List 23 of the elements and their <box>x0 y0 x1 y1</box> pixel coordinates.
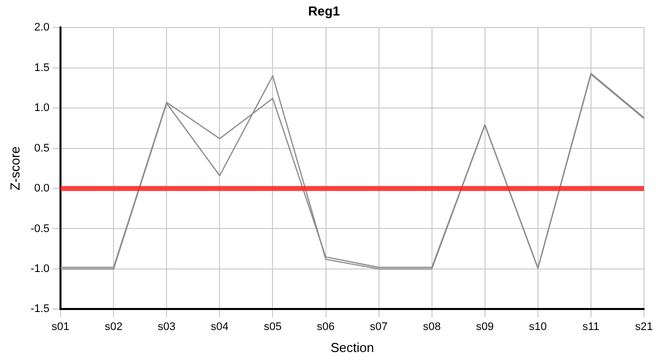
x-tick-label: s07 <box>370 320 388 333</box>
y-tick-label: 0.5 <box>34 142 50 154</box>
y-tick-label: -0.5 <box>30 222 50 235</box>
x-tick-label: s10 <box>529 320 547 333</box>
y-tick-label: 1.0 <box>34 102 50 114</box>
x-tick-label: s03 <box>158 320 176 333</box>
y-tick-label: -1.0 <box>30 263 50 276</box>
x-tick-label: s01 <box>52 320 70 333</box>
x-tick-label: s09 <box>476 320 494 333</box>
x-tick-label: s04 <box>210 320 229 333</box>
y-tick-label: 0.0 <box>34 182 50 195</box>
x-tick-label: s08 <box>422 320 441 333</box>
y-tick-label: -1.5 <box>30 303 50 316</box>
x-tick-label: s02 <box>104 320 122 333</box>
chart-title: Reg1 <box>308 3 340 18</box>
x-tick-label: s21 <box>635 320 653 333</box>
x-axis-title: Section <box>330 340 374 355</box>
x-tick-label: s05 <box>264 320 282 333</box>
x-tick-label: s06 <box>316 320 335 333</box>
y-tick-label: 1.5 <box>34 62 50 74</box>
y-tick-label: 2.0 <box>34 22 50 34</box>
x-tick-label: s11 <box>582 320 600 333</box>
y-axis-title: Z-score <box>7 146 22 190</box>
